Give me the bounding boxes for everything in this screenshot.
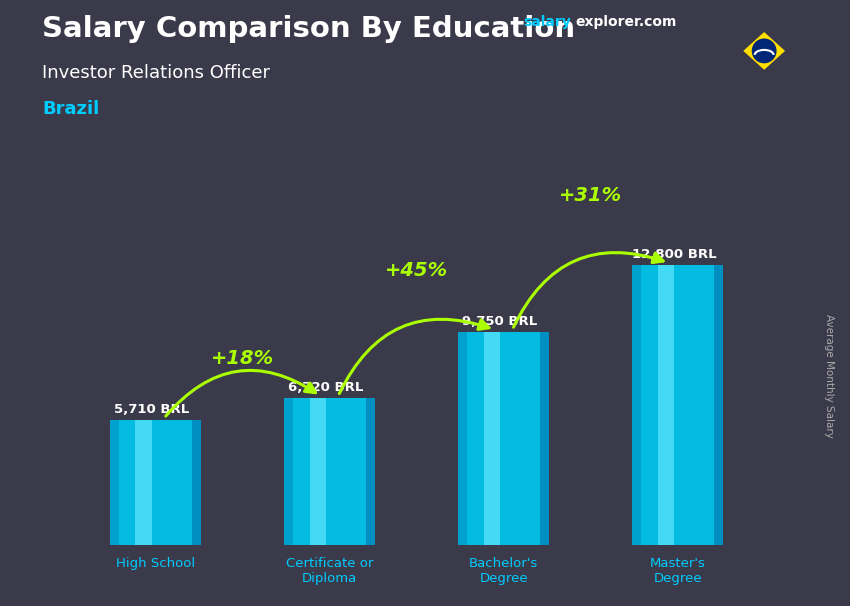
Text: +31%: +31% — [559, 185, 622, 205]
Polygon shape — [743, 32, 785, 70]
Text: +18%: +18% — [211, 350, 274, 368]
Text: explorer.com: explorer.com — [575, 15, 677, 29]
Text: Salary Comparison By Education: Salary Comparison By Education — [42, 15, 575, 43]
Bar — [540, 332, 549, 545]
Text: 5,710 BRL: 5,710 BRL — [114, 403, 190, 416]
Bar — [484, 332, 500, 545]
Bar — [309, 398, 326, 545]
Bar — [110, 421, 119, 545]
Text: 6,720 BRL: 6,720 BRL — [288, 381, 364, 394]
Bar — [284, 398, 293, 545]
Text: salary: salary — [523, 15, 570, 29]
Bar — [458, 332, 549, 545]
Text: 12,800 BRL: 12,800 BRL — [632, 248, 717, 261]
Bar — [191, 421, 201, 545]
Text: 9,750 BRL: 9,750 BRL — [462, 315, 538, 328]
Bar — [632, 265, 723, 545]
Text: +45%: +45% — [385, 261, 448, 280]
Text: Brazil: Brazil — [42, 100, 99, 118]
Bar — [632, 265, 642, 545]
Bar — [458, 332, 468, 545]
Bar — [284, 398, 375, 545]
Text: Average Monthly Salary: Average Monthly Salary — [824, 314, 834, 438]
Bar — [714, 265, 723, 545]
Bar — [658, 265, 674, 545]
Bar — [366, 398, 375, 545]
Bar — [110, 421, 201, 545]
Circle shape — [751, 39, 777, 64]
Text: Investor Relations Officer: Investor Relations Officer — [42, 64, 270, 82]
Bar — [135, 421, 151, 545]
